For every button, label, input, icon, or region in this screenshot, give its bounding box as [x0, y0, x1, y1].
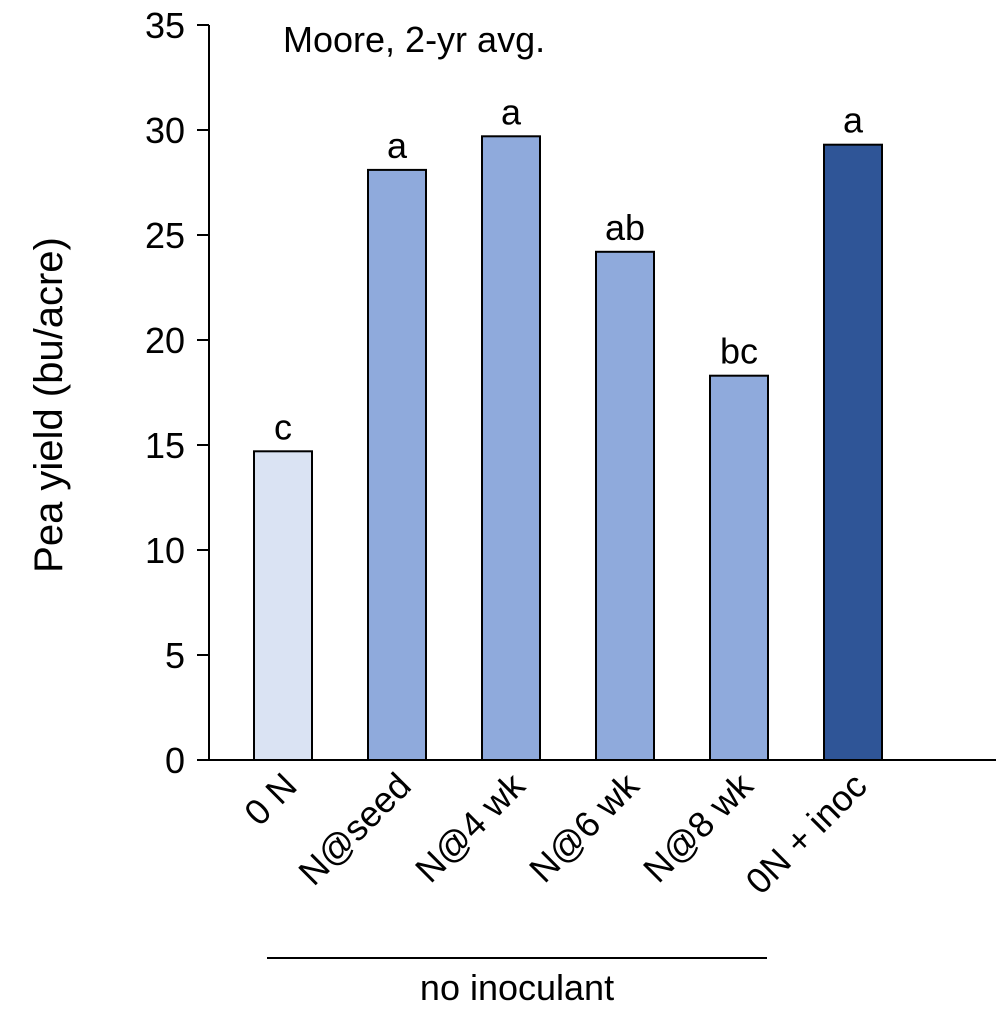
x-tick-label: 0N + inoc — [737, 765, 874, 902]
bars — [253, 135, 883, 762]
bar — [481, 135, 541, 762]
significance-letter: ab — [605, 207, 645, 248]
x-tick-label: N@4 wk — [407, 764, 533, 890]
significance-letter: bc — [720, 331, 758, 372]
y-tick-label: 30 — [145, 110, 185, 151]
y-tick-label: 35 — [145, 5, 185, 46]
y-tick-label: 0 — [165, 740, 185, 781]
y-tick-label: 15 — [145, 425, 185, 466]
significance-letters: c a a ab bc a — [274, 91, 864, 447]
y-axis-label: Pea yield (bu/acre) — [27, 237, 71, 573]
group-label: no inoculant — [420, 967, 614, 1008]
bar — [367, 168, 427, 761]
x-tick-label: N@6 wk — [521, 764, 647, 890]
significance-letter: a — [387, 125, 408, 166]
y-tick-label: 25 — [145, 215, 185, 256]
x-tick-label: 0 N — [236, 765, 305, 834]
chart-title: Moore, 2-yr avg. — [283, 19, 545, 60]
significance-letter: c — [274, 406, 292, 447]
group-annotation: no inoculant — [267, 957, 767, 1008]
bar — [823, 143, 883, 761]
bar — [709, 374, 769, 761]
y-tick-label: 20 — [145, 320, 185, 361]
significance-letter: a — [843, 100, 864, 141]
bar — [595, 250, 655, 762]
y-tick-label: 10 — [145, 530, 185, 571]
y-tick-label: 5 — [165, 635, 185, 676]
x-tick-label: N@seed — [290, 765, 418, 893]
y-axis: 0 5 10 15 20 25 30 35 — [145, 5, 210, 781]
bar — [253, 450, 313, 761]
significance-letter: a — [501, 91, 522, 132]
